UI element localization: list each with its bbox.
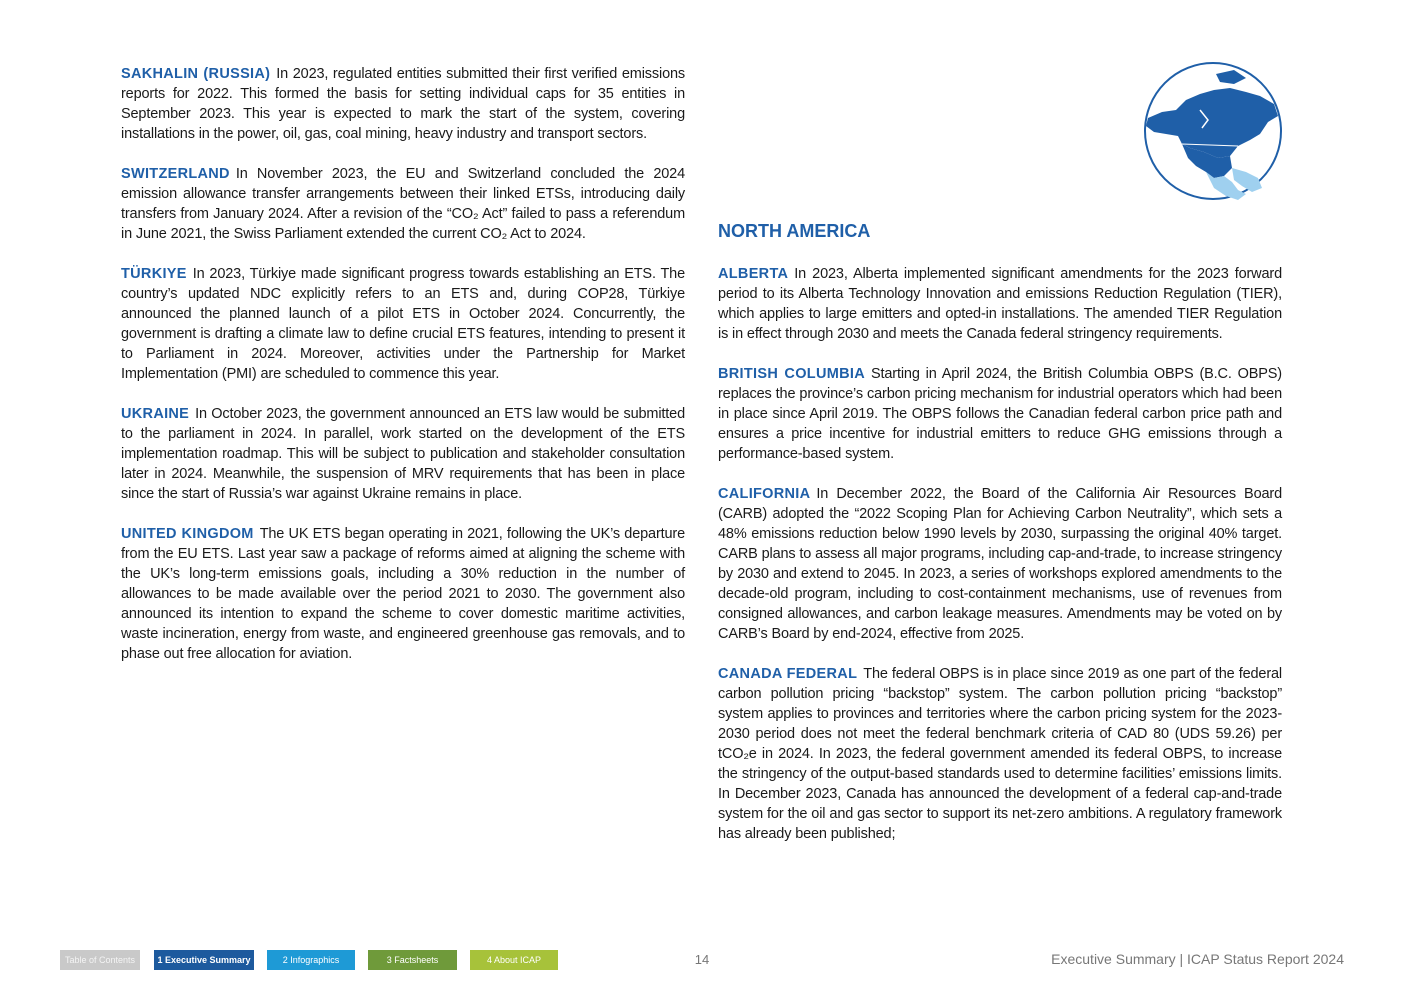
entry-text: Starting in April 2024, the British Colu… — [718, 366, 1282, 462]
entry-heading: UKRAINE — [121, 406, 190, 422]
nav-button[interactable]: 4 About ICAP — [470, 950, 558, 970]
entry-heading: ALBERTA — [718, 266, 789, 282]
entry-text: In 2023, Türkiye made significant progre… — [121, 266, 685, 382]
right-column: ALBERTA In 2023, Alberta implemented sign… — [718, 264, 1282, 864]
entry-text: In 2023, Alberta implemented significant… — [718, 266, 1282, 342]
left-column: SAKHALIN (RUSSIA) In 2023, regulated enti… — [121, 64, 685, 684]
entry: CALIFORNIA In December 2022, the Board of… — [718, 484, 1282, 644]
globe-icon — [1144, 62, 1282, 200]
nav-button[interactable]: 2 Infographics — [267, 950, 355, 970]
entry-text: In 2023, regulated entities submitted th… — [121, 66, 685, 142]
entry-heading: CANADA FEDERAL — [718, 666, 858, 682]
entry-heading: CALIFORNIA — [718, 486, 811, 502]
nav-button[interactable]: 1 Executive Summary — [154, 950, 254, 970]
region-heading: NORTH AMERICA — [718, 221, 871, 241]
entry-heading: SWITZERLAND — [121, 166, 230, 182]
entry-text: In December 2022, the Board of the Calif… — [718, 486, 1282, 642]
entry: TÜRKIYE In 2023, Türkiye made significant… — [121, 264, 685, 384]
entry-heading: TÜRKIYE — [121, 266, 187, 282]
entry: SAKHALIN (RUSSIA) In 2023, regulated enti… — [121, 64, 685, 144]
entry: SWITZERLAND In November 2023, the EU and … — [121, 164, 685, 244]
entry-text: The federal OBPS is in place since 2019 … — [718, 666, 1282, 842]
entry-heading: SAKHALIN (RUSSIA) — [121, 66, 271, 82]
entry: BRITISH COLUMBIA Starting in April 2024, … — [718, 364, 1282, 464]
nav-button[interactable]: Table of Contents — [60, 950, 140, 970]
entry: ALBERTA In 2023, Alberta implemented sign… — [718, 264, 1282, 344]
entry-text: The UK ETS began operating in 2021, foll… — [121, 526, 686, 662]
entry: UNITED KINGDOM The UK ETS began operating… — [121, 524, 685, 664]
entry: UKRAINE In October 2023, the government a… — [121, 404, 685, 504]
entry-heading: UNITED KINGDOM — [121, 526, 254, 542]
entry: CANADA FEDERAL The federal OBPS is in pla… — [718, 664, 1282, 844]
entry-heading: BRITISH COLUMBIA — [718, 366, 865, 382]
entry-text: In November 2023, the EU and Switzerland… — [121, 166, 685, 242]
entry-text: In October 2023, the government announce… — [121, 406, 685, 502]
footer-title: Executive Summary | ICAP Status Report 2… — [1051, 951, 1344, 967]
nav-button[interactable]: 3 Factsheets — [368, 950, 457, 970]
page-number: 14 — [694, 952, 710, 967]
